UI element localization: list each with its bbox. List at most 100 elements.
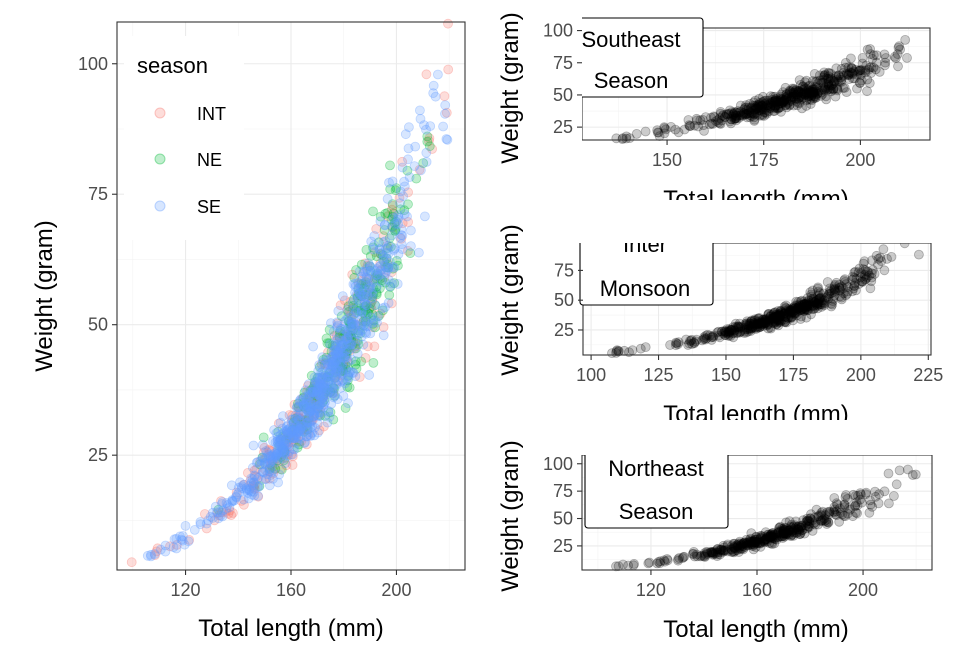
data-point-int xyxy=(314,396,325,407)
data-point-se xyxy=(295,424,306,435)
data-point-int xyxy=(289,399,300,410)
data-point-int xyxy=(325,386,336,397)
data-point-ne xyxy=(379,225,390,235)
data-point-se xyxy=(146,551,156,562)
data-point-int xyxy=(265,453,276,464)
data-point-int xyxy=(402,245,413,256)
data-point-ne xyxy=(320,386,331,397)
data-point-se xyxy=(241,484,252,495)
data-point-int xyxy=(298,414,309,425)
data-point-se xyxy=(312,410,323,421)
data-point-ne xyxy=(321,352,332,363)
data-point-int xyxy=(245,476,256,487)
data-point-se xyxy=(654,131,665,142)
data-point-se xyxy=(309,379,320,390)
data-point-se xyxy=(180,521,191,531)
data-point-ne xyxy=(363,308,374,319)
data-point-int xyxy=(323,347,333,358)
data-point-se xyxy=(145,549,156,560)
data-point-int xyxy=(342,330,352,340)
data-point-ne xyxy=(355,305,366,316)
data-point-ne xyxy=(381,262,392,273)
data-point-se xyxy=(298,410,308,421)
data-point-ne xyxy=(391,183,402,194)
data-point-ne xyxy=(317,397,328,408)
data-point-ne xyxy=(823,517,834,528)
data-point-int xyxy=(332,318,343,329)
data-point-se xyxy=(366,312,377,323)
y-tick-label: 25 xyxy=(553,117,573,137)
data-point-se xyxy=(331,378,341,389)
data-point-se xyxy=(227,495,238,506)
data-point-se xyxy=(844,69,854,80)
data-point-int xyxy=(424,133,435,144)
data-point-se xyxy=(330,336,341,347)
data-point-ne xyxy=(310,389,321,400)
data-point-int xyxy=(329,330,340,341)
data-point-ne xyxy=(292,415,303,426)
data-point-int xyxy=(318,381,329,392)
data-point-se xyxy=(403,122,414,133)
data-point-int xyxy=(316,359,327,370)
data-point-se xyxy=(295,396,306,407)
data-point-se xyxy=(362,319,373,329)
data-point-se xyxy=(294,395,305,406)
data-point-se xyxy=(304,390,315,401)
data-point-se xyxy=(327,352,338,362)
data-point-se xyxy=(375,260,386,271)
data-point-int xyxy=(364,288,375,299)
data-point-ne xyxy=(311,390,322,401)
data-point-se xyxy=(368,244,379,255)
data-point-ne xyxy=(288,417,299,428)
data-point-se xyxy=(397,230,408,241)
data-point-se xyxy=(253,472,264,483)
data-point-ne xyxy=(323,376,334,387)
data-point-se xyxy=(415,165,426,176)
data-point-se xyxy=(273,452,284,463)
data-point-ne xyxy=(374,283,385,294)
data-point-se xyxy=(233,487,244,498)
data-point-int xyxy=(298,424,308,435)
data-point-int xyxy=(284,410,295,420)
data-point-se xyxy=(222,500,233,510)
data-point-int xyxy=(293,401,304,412)
data-point-se xyxy=(319,382,330,393)
data-point-int xyxy=(353,319,364,330)
data-point-se xyxy=(430,91,441,102)
data-point-se xyxy=(785,92,796,103)
data-point-ne xyxy=(298,417,309,428)
data-point-se xyxy=(312,398,323,409)
data-point-int xyxy=(848,283,859,294)
data-point-ne xyxy=(331,350,342,360)
data-point-se xyxy=(374,244,385,255)
y-tick-label: 50 xyxy=(88,315,108,335)
data-point-se xyxy=(862,86,872,97)
data-point-ne xyxy=(371,287,382,298)
data-point-int xyxy=(302,381,313,391)
data-point-int xyxy=(304,413,315,424)
data-point-int xyxy=(283,430,294,441)
data-point-int xyxy=(367,295,378,306)
data-point-se xyxy=(334,343,345,354)
data-point-se xyxy=(257,466,268,477)
data-point-ne xyxy=(384,233,395,244)
data-point-se xyxy=(309,399,320,410)
data-point-se xyxy=(283,420,294,431)
data-point-se xyxy=(304,387,314,398)
data-point-int xyxy=(236,495,247,506)
data-point-ne xyxy=(312,399,323,410)
x-tick-label: 150 xyxy=(711,365,741,385)
data-point-int xyxy=(376,265,386,276)
data-point-se xyxy=(400,129,411,140)
data-point-ne xyxy=(344,316,355,327)
data-point-ne xyxy=(358,283,369,294)
data-point-int xyxy=(308,412,319,423)
data-point-se xyxy=(232,489,243,500)
data-point-ne xyxy=(360,305,371,316)
data-point-ne xyxy=(368,283,378,293)
data-point-int xyxy=(773,311,784,322)
data-point-int xyxy=(331,330,342,341)
data-point-se xyxy=(316,381,327,392)
annotation-line-2: Season xyxy=(619,499,694,524)
